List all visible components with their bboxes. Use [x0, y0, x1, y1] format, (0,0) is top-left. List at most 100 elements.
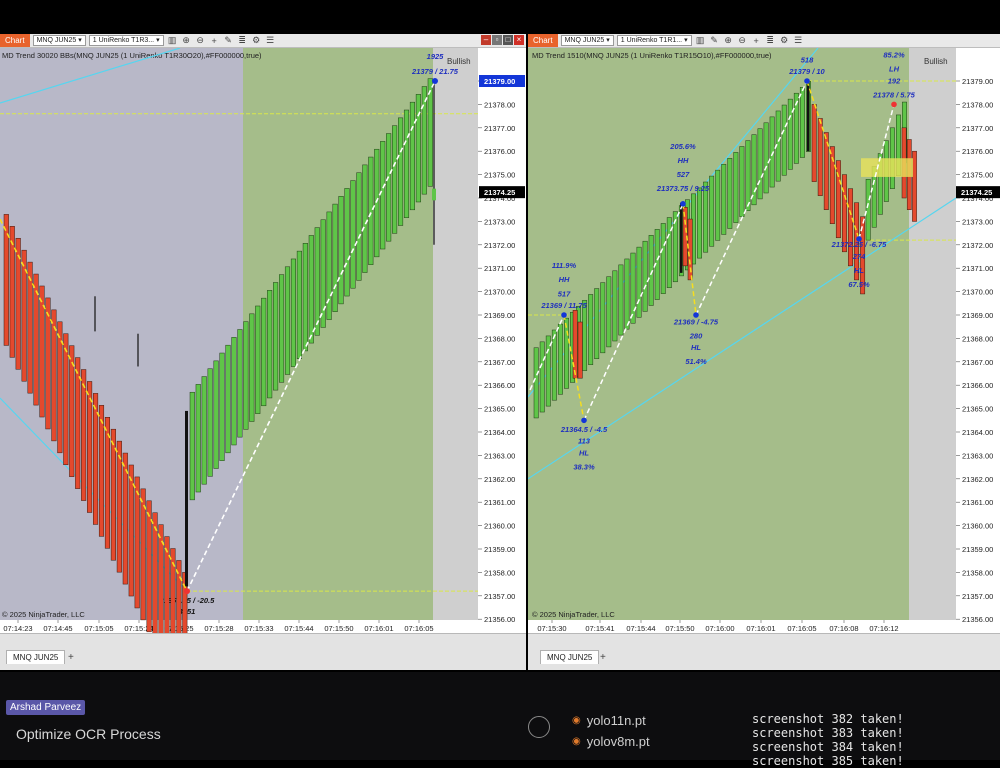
bull-bar: [362, 164, 368, 273]
bull-bar: [793, 92, 799, 164]
bear-bar: [3, 214, 9, 346]
bull-bar: [721, 163, 727, 235]
top-black-bar: [0, 0, 1000, 34]
bull-bar: [630, 252, 636, 324]
chart-menu-button[interactable]: Chart: [0, 34, 30, 47]
bear-bar: [817, 118, 823, 196]
price-tick-label: 21357.00: [484, 592, 515, 601]
bull-bar: [332, 203, 338, 312]
draw-tool-icon[interactable]: ✎: [710, 35, 718, 45]
bull-bar: [261, 297, 267, 407]
high-price-tag-label: 21379.00: [484, 77, 515, 86]
bull-bar: [225, 344, 231, 454]
current-price-tag: [479, 186, 525, 199]
close-icon[interactable]: ×: [514, 35, 524, 45]
swing-marker: [693, 312, 699, 318]
file-item[interactable]: ◉ yolo11n.pt: [572, 710, 712, 731]
bull-bar: [612, 270, 618, 342]
price-tick-label: 21358.00: [484, 568, 515, 577]
bear-bar: [116, 440, 122, 573]
properties-icon[interactable]: ☰: [794, 35, 803, 45]
price-tick-label: 21363.00: [962, 451, 993, 460]
minimize-icon[interactable]: –: [481, 35, 491, 45]
bear-bar: [158, 524, 164, 634]
bear-bar: [823, 132, 829, 210]
bull-bar: [374, 148, 380, 258]
time-tick-label: 07:16:05: [404, 624, 433, 633]
add-tab-icon[interactable]: +: [600, 652, 606, 663]
instrument-selector[interactable]: MNQ JUN25 ▾: [560, 35, 614, 46]
bear-bar: [51, 309, 57, 442]
swing-annotation: 113: [578, 437, 591, 446]
chevron-down-icon: ▾: [684, 37, 688, 44]
bull-bar: [207, 368, 213, 477]
file-rss-icon: ◉: [572, 736, 581, 747]
bear-bar: [122, 452, 128, 585]
bear-bar: [182, 572, 188, 634]
reversal-bar: [807, 81, 810, 152]
bull-bar: [380, 141, 386, 250]
add-tab-icon[interactable]: +: [68, 652, 74, 663]
indicators-icon[interactable]: ≣: [766, 35, 774, 45]
time-tick-label: 07:16:05: [787, 624, 816, 633]
crosshair-icon[interactable]: +: [211, 35, 217, 46]
bar-style-icon[interactable]: ▥: [695, 35, 705, 45]
indicator-label: MD Trend 30020 BBs(MNQ JUN25 (1 UniRenko…: [2, 51, 262, 60]
zoom-in-icon[interactable]: ⊕: [724, 35, 732, 45]
zoom-in-icon[interactable]: ⊕: [182, 35, 190, 45]
swing-marker: [561, 312, 567, 318]
crosshair-icon[interactable]: +: [753, 35, 759, 46]
properties-icon[interactable]: ☰: [266, 35, 275, 45]
bear-bar: [152, 512, 158, 634]
last-bar: [432, 188, 436, 201]
instrument-selector[interactable]: MNQ JUN25 ▾: [32, 35, 86, 46]
bar-style-icon[interactable]: ▥: [167, 35, 177, 45]
left-price-chart[interactable]: MD Trend 30020 BBs(MNQ JUN25 (1 UniRenko…: [0, 48, 526, 634]
swing-annotation: 21378 / 5.75: [872, 90, 916, 99]
bull-bar: [551, 329, 557, 401]
right-price-axis: [956, 48, 1000, 620]
bull-bar: [799, 87, 805, 158]
indicators-icon[interactable]: ≣: [238, 35, 246, 45]
draw-tool-icon[interactable]: ✎: [224, 35, 232, 45]
restore-icon[interactable]: ▫: [492, 35, 502, 45]
bull-bar: [189, 391, 195, 501]
user-avatar-icon[interactable]: [528, 716, 550, 738]
bull-bar: [213, 360, 219, 469]
instrument-tab[interactable]: MNQ JUN25: [6, 650, 66, 664]
zoom-out-icon[interactable]: ⊖: [196, 35, 204, 45]
instrument-selector-value: MNQ JUN25: [36, 37, 77, 44]
bear-bar: [829, 146, 835, 224]
left-plot-area[interactable]: MD Trend 30020 BBs(MNQ JUN25 (1 UniRenko…: [0, 48, 526, 634]
bull-bar: [195, 384, 201, 493]
swing-annotation: 21373.75 / 9.25: [656, 184, 710, 193]
bull-bar: [648, 235, 654, 306]
time-tick-label: 07:16:01: [746, 624, 775, 633]
conversation-title[interactable]: Optimize OCR Process: [16, 726, 161, 742]
zoom-out-icon[interactable]: ⊖: [738, 35, 746, 45]
bar-type-selector[interactable]: 1 UniRenko T1R1... ▾: [616, 35, 692, 46]
chart-menu-button[interactable]: Chart: [528, 34, 558, 47]
maximize-icon[interactable]: □: [503, 35, 513, 45]
bear-bar: [577, 321, 583, 379]
current-price-tag-label: 21374.25: [961, 188, 992, 197]
strategy-icon[interactable]: ⚙: [252, 35, 261, 45]
instrument-tab[interactable]: MNQ JUN25: [540, 650, 600, 664]
right-plot-area[interactable]: MD Trend 1510(MNQ JUN25 (1 UniRenko T1R1…: [528, 48, 1000, 634]
bull-bar: [296, 250, 302, 360]
bull-bar: [356, 172, 362, 281]
file-item[interactable]: ◉ yolov8m.pt: [572, 731, 712, 752]
bear-bar: [912, 150, 917, 222]
bear-bar: [687, 218, 693, 281]
time-tick-label: 07:16:08: [829, 624, 858, 633]
zigzag-leg: [529, 314, 565, 391]
swing-annotation: HH: [678, 156, 689, 165]
left-time-axis: [0, 620, 478, 634]
time-tick-label: 07:15:05: [84, 624, 113, 633]
right-price-chart[interactable]: MD Trend 1510(MNQ JUN25 (1 UniRenko T1R1…: [528, 48, 1000, 634]
price-tick-label: 21379.00: [962, 77, 993, 86]
strategy-icon[interactable]: ⚙: [780, 35, 789, 45]
bar-type-selector[interactable]: 1 UniRenko T1R3... ▾: [88, 35, 164, 46]
time-tick-label: 07:15:41: [585, 624, 614, 633]
file-list: ◉ yolo11n.pt ◉ yolov8m.pt: [572, 710, 712, 752]
